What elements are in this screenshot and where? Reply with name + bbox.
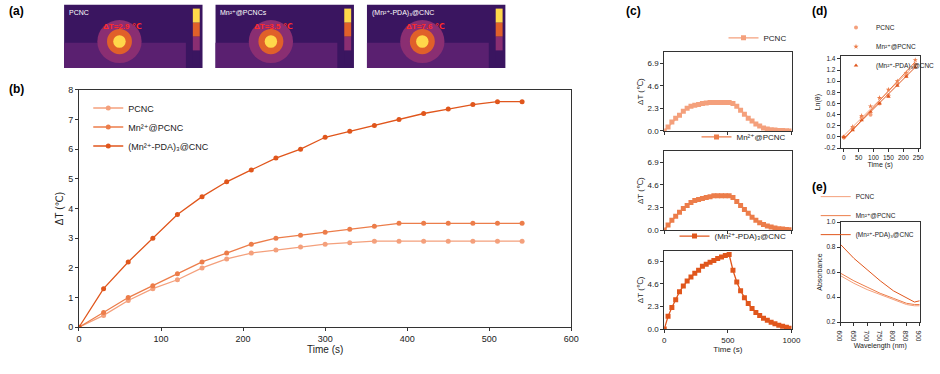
- svg-text:200: 200: [898, 154, 909, 161]
- svg-text:1.2: 1.2: [826, 66, 835, 73]
- svg-text:(e): (e): [812, 180, 827, 194]
- svg-text:2.3: 2.3: [648, 203, 660, 212]
- svg-text:650: 650: [850, 331, 857, 342]
- svg-text:PCNC: PCNC: [856, 193, 875, 200]
- svg-text:100: 100: [868, 154, 879, 161]
- svg-text:0.0: 0.0: [648, 226, 660, 235]
- svg-text:(b): (b): [9, 82, 24, 96]
- svg-text:250: 250: [913, 154, 924, 161]
- svg-text:Mn²⁺@PCNC: Mn²⁺@PCNC: [737, 133, 786, 142]
- svg-text:0.0: 0.0: [648, 325, 660, 334]
- svg-text:Absorbance: Absorbance: [816, 253, 823, 290]
- svg-text:Wavelength (nm): Wavelength (nm): [854, 342, 907, 350]
- svg-text:100: 100: [154, 334, 169, 344]
- svg-text:4.6: 4.6: [648, 181, 660, 190]
- svg-text:PCNC: PCNC: [764, 34, 787, 43]
- svg-text:0.2: 0.2: [826, 318, 835, 325]
- svg-text:6: 6: [68, 144, 73, 154]
- svg-text:Ln(θ): Ln(θ): [814, 94, 822, 110]
- svg-text:0.6: 0.6: [826, 268, 835, 275]
- svg-text:0.4: 0.4: [826, 293, 835, 300]
- svg-text:850: 850: [902, 331, 909, 342]
- svg-text:0: 0: [68, 322, 73, 332]
- svg-text:(Mn²⁺-PDA)₃@CNC: (Mn²⁺-PDA)₃@CNC: [876, 62, 934, 70]
- svg-text:600: 600: [564, 334, 579, 344]
- svg-text:200: 200: [236, 334, 251, 344]
- svg-text:6.9: 6.9: [648, 257, 660, 266]
- svg-text:-0.2: -0.2: [824, 144, 836, 151]
- svg-text:0.8: 0.8: [826, 243, 835, 250]
- svg-text:0.0: 0.0: [826, 133, 835, 140]
- svg-text:500: 500: [482, 334, 497, 344]
- svg-text:ΔT=2.9 ℃: ΔT=2.9 ℃: [103, 22, 142, 31]
- svg-text:ΔT (℃): ΔT (℃): [636, 78, 645, 105]
- svg-text:ΔT=3.5 ℃: ΔT=3.5 ℃: [254, 22, 293, 31]
- svg-text:2: 2: [68, 263, 73, 273]
- svg-text:Time (s): Time (s): [713, 345, 742, 354]
- svg-text:Time (s): Time (s): [307, 344, 343, 355]
- svg-text:5: 5: [68, 174, 73, 184]
- svg-text:(Mn²⁺-PDA)₃@CNC: (Mn²⁺-PDA)₃@CNC: [715, 232, 786, 241]
- svg-text:500: 500: [721, 336, 735, 345]
- svg-text:Time (s): Time (s): [868, 161, 893, 169]
- svg-text:0.4: 0.4: [826, 111, 835, 118]
- svg-text:1: 1: [68, 293, 73, 303]
- svg-text:ΔT (℃): ΔT (℃): [636, 177, 645, 204]
- svg-text:(Mn²⁺-PDA)₃@CNC: (Mn²⁺-PDA)₃@CNC: [856, 231, 914, 239]
- svg-text:600: 600: [836, 331, 843, 342]
- svg-text:3: 3: [68, 233, 73, 243]
- svg-text:0: 0: [842, 154, 846, 161]
- svg-text:ΔT (℃): ΔT (℃): [636, 276, 645, 303]
- svg-text:ΔT=7.6 ℃: ΔT=7.6 ℃: [406, 22, 445, 31]
- svg-text:700: 700: [863, 331, 870, 342]
- svg-text:400: 400: [400, 334, 415, 344]
- svg-text:4.6: 4.6: [648, 280, 660, 289]
- svg-text:ΔT (℃): ΔT (℃): [54, 192, 65, 225]
- svg-text:Mn²⁺@PCNC: Mn²⁺@PCNC: [856, 212, 896, 219]
- svg-text:1.4: 1.4: [826, 55, 835, 62]
- svg-text:Mn²⁺@PCNC: Mn²⁺@PCNC: [128, 123, 183, 133]
- svg-text:PCNC: PCNC: [69, 9, 89, 16]
- svg-text:PCNC: PCNC: [876, 24, 895, 31]
- svg-text:1.0: 1.0: [826, 77, 835, 84]
- svg-text:(d): (d): [812, 4, 827, 18]
- svg-text:150: 150: [883, 154, 894, 161]
- svg-text:50: 50: [855, 154, 863, 161]
- svg-text:1000: 1000: [783, 336, 801, 345]
- svg-text:(Mn²⁺-PDA)₃@CNC: (Mn²⁺-PDA)₃@CNC: [372, 9, 434, 17]
- svg-text:PCNC: PCNC: [128, 104, 154, 114]
- svg-text:0.2: 0.2: [826, 122, 835, 129]
- svg-text:0: 0: [662, 336, 667, 345]
- svg-text:7: 7: [68, 115, 73, 125]
- svg-text:0.0: 0.0: [648, 127, 660, 136]
- svg-text:8: 8: [68, 85, 73, 95]
- svg-text:6.9: 6.9: [648, 59, 660, 68]
- svg-text:Mn²⁺@PCNCs: Mn²⁺@PCNCs: [220, 9, 267, 16]
- svg-text:(Mn²⁺-PDA)₃@CNC: (Mn²⁺-PDA)₃@CNC: [128, 142, 209, 152]
- svg-text:300: 300: [318, 334, 333, 344]
- svg-text:2.3: 2.3: [648, 302, 660, 311]
- svg-text:(a): (a): [9, 4, 24, 18]
- svg-text:900: 900: [915, 331, 922, 342]
- svg-text:2.3: 2.3: [648, 104, 660, 113]
- svg-text:4.6: 4.6: [648, 82, 660, 91]
- svg-text:0: 0: [76, 334, 81, 344]
- svg-text:750: 750: [876, 331, 883, 342]
- svg-text:0.6: 0.6: [826, 100, 835, 107]
- svg-text:6.9: 6.9: [648, 158, 660, 167]
- svg-text:800: 800: [889, 331, 896, 342]
- svg-text:Mn²⁺@PCNC: Mn²⁺@PCNC: [876, 43, 916, 50]
- svg-text:0.8: 0.8: [826, 89, 835, 96]
- svg-text:4: 4: [68, 204, 73, 214]
- svg-text:1.0: 1.0: [826, 218, 835, 225]
- svg-text:(c): (c): [626, 4, 641, 18]
